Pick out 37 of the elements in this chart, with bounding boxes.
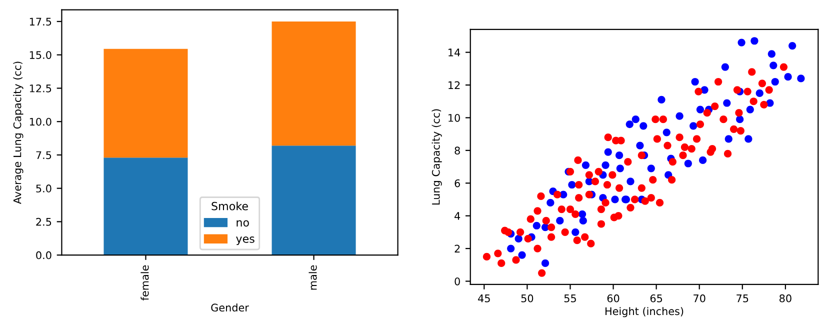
x-axis-title: Height (inches) — [606, 307, 684, 318]
x-tick-label: 60 — [607, 294, 620, 302]
legend-title: Smoke — [212, 202, 248, 210]
x-tick-label: 45 — [478, 294, 490, 302]
y-tick-label: 4 — [454, 212, 460, 220]
x-tick-label: 75 — [736, 294, 748, 302]
legend-label: yes — [236, 236, 254, 246]
y-tick-label: 12.5 — [30, 84, 52, 92]
x-tick-label: 50 — [521, 294, 534, 302]
x-tick-label: 80 — [780, 294, 792, 302]
bar — [104, 48, 188, 158]
x-tick-label: female — [140, 265, 149, 300]
x-tick-label: 55 — [564, 294, 576, 302]
y-tick-label: 5.0 — [36, 184, 52, 192]
y-axis-title: Average Lung Capacity (cc) — [13, 62, 24, 204]
bar — [104, 158, 188, 256]
y-tick-label: 2 — [454, 244, 460, 252]
bar — [272, 21, 356, 146]
legend-label: no — [236, 220, 249, 227]
y-tick-label: 15.0 — [30, 51, 52, 59]
x-tick-label: 65 — [650, 294, 662, 302]
y-tick-label: 2.5 — [36, 218, 52, 226]
y-tick-label: 12 — [448, 81, 460, 89]
y-tick-label: 0 — [454, 277, 460, 286]
bar — [272, 146, 356, 256]
y-tick-label: 10 — [448, 114, 460, 122]
y-tick-label: 7.5 — [36, 151, 52, 160]
x-tick-label: male — [308, 265, 317, 290]
x-axis-title: Gender — [211, 303, 249, 312]
y-tick-label: 10.0 — [30, 118, 52, 126]
y-tick-label: 8 — [454, 146, 460, 155]
y-tick-label: 6 — [454, 179, 460, 188]
y-tick-label: 14 — [448, 48, 460, 56]
y-tick-label: 0.0 — [36, 251, 52, 260]
x-tick-label: 70 — [694, 294, 706, 302]
y-axis-title: Lung Capacity (cc) — [432, 109, 442, 205]
y-tick-label: 17.5 — [30, 18, 52, 26]
